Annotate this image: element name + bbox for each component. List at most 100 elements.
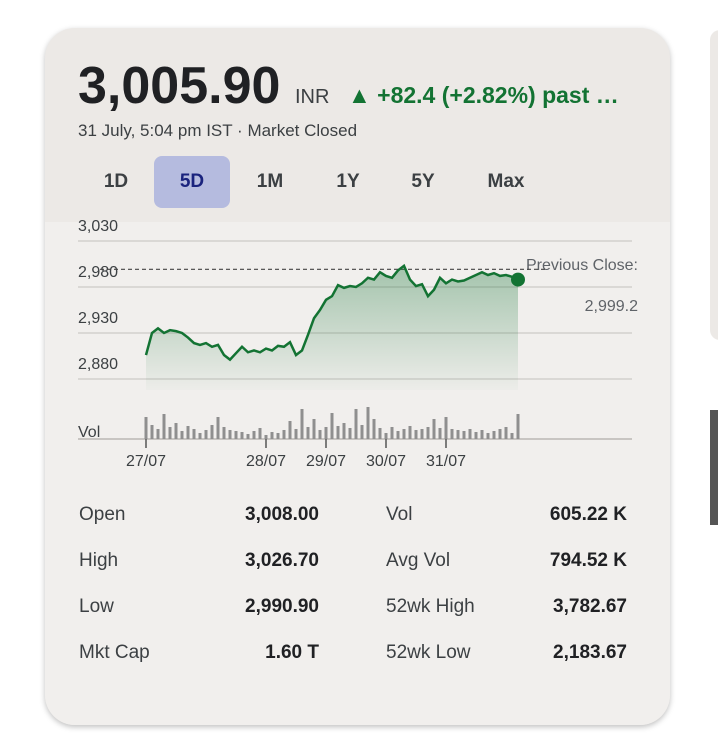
volume-bar bbox=[426, 427, 430, 439]
volume-bar bbox=[300, 409, 304, 439]
stat-label: High bbox=[79, 550, 119, 571]
volume-bar bbox=[282, 430, 286, 439]
volume-bar bbox=[318, 430, 322, 439]
volume-bar bbox=[420, 429, 424, 439]
chart: 3,030 2,980 2,930 2,880 Vol 27/07 28/07 29/07 30… bbox=[78, 218, 632, 470]
volume-bar bbox=[498, 429, 502, 439]
volume-bar bbox=[252, 431, 256, 439]
volume-bar bbox=[372, 419, 376, 439]
volume-label: Vol bbox=[78, 424, 100, 441]
volume-bar bbox=[162, 414, 166, 439]
volume-bar bbox=[360, 425, 364, 439]
volume-bar bbox=[312, 419, 316, 439]
tab[interactable]: 1M bbox=[256, 171, 284, 192]
tab[interactable]: 1D bbox=[103, 171, 129, 192]
volume-bar bbox=[480, 430, 484, 439]
timestamp: 31 July, 5:04 pm IST · Market Closed bbox=[78, 121, 358, 140]
reference-value: 2,999.2 bbox=[584, 298, 638, 315]
volume-bar bbox=[156, 429, 160, 439]
volume-bar bbox=[384, 433, 388, 439]
volume-bar bbox=[354, 409, 358, 439]
volume-bar bbox=[228, 430, 232, 439]
volume-bar bbox=[240, 432, 244, 439]
volume-bar bbox=[204, 430, 208, 439]
volume-bar bbox=[216, 417, 220, 439]
reference-label: Previous Close: bbox=[525, 257, 638, 274]
stat-label: 52wk High bbox=[386, 596, 475, 617]
y-tick-label: 3,030 bbox=[78, 218, 118, 235]
volume-bar bbox=[330, 413, 334, 439]
stat-value: 3,026.70 bbox=[245, 550, 319, 571]
stat-label: Open bbox=[79, 504, 126, 525]
stat-label: Vol bbox=[386, 504, 413, 525]
volume-bar bbox=[342, 423, 346, 439]
volume-bar bbox=[438, 428, 442, 439]
stat-label: Low bbox=[79, 596, 114, 617]
x-tick-label: 31/07 bbox=[426, 453, 466, 470]
volume-bar bbox=[414, 430, 418, 439]
volume-bar bbox=[180, 431, 184, 439]
currency: INR bbox=[295, 86, 330, 108]
x-tick-label: 28/07 bbox=[246, 453, 286, 470]
stat-value: 794.52 K bbox=[549, 550, 627, 571]
x-tick-label: 29/07 bbox=[306, 453, 346, 470]
volume-bar bbox=[336, 426, 340, 439]
volume-bar bbox=[390, 427, 394, 439]
volume-bar bbox=[174, 423, 178, 439]
volume-bar bbox=[432, 419, 436, 439]
price: 3,005.90 bbox=[78, 57, 281, 115]
volume-bar bbox=[288, 421, 292, 439]
stat-value: 1.60 T bbox=[265, 642, 319, 663]
stat-value: 2,990.90 bbox=[245, 596, 319, 617]
x-tick-label: 27/07 bbox=[126, 453, 166, 470]
volume-bar bbox=[294, 429, 298, 439]
volume-bar bbox=[324, 427, 328, 439]
side-card bbox=[710, 30, 718, 340]
volume-bar bbox=[306, 427, 310, 439]
stat-label: 52wk Low bbox=[386, 642, 471, 663]
volume-bar bbox=[348, 428, 352, 439]
volume-bar bbox=[444, 417, 448, 439]
volume-bar bbox=[510, 433, 514, 439]
y-tick-label: 2,880 bbox=[78, 356, 118, 373]
volume-bar bbox=[378, 428, 382, 439]
volume-bar bbox=[366, 407, 370, 439]
volume-bar bbox=[210, 425, 214, 439]
tab[interactable]: Max bbox=[487, 171, 525, 192]
price-area bbox=[146, 265, 518, 390]
tab[interactable]: 5Y bbox=[411, 171, 435, 192]
volume-bar bbox=[186, 426, 190, 439]
stat-label: Mkt Cap bbox=[79, 642, 150, 663]
volume-bar bbox=[402, 429, 406, 439]
volume-bar bbox=[408, 426, 412, 439]
volume-bar bbox=[492, 431, 496, 439]
volume-bar bbox=[456, 430, 460, 439]
tab[interactable]: 5D bbox=[154, 156, 230, 208]
volume-bar bbox=[192, 429, 196, 439]
volume-bar bbox=[198, 433, 202, 439]
stat-value: 3,782.67 bbox=[553, 596, 627, 617]
y-tick-label: 2,930 bbox=[78, 310, 118, 327]
volume-bar bbox=[270, 432, 274, 439]
volume-bar bbox=[516, 414, 520, 439]
stat-value: 3,008.00 bbox=[245, 504, 319, 525]
tab[interactable]: 1Y bbox=[336, 171, 360, 192]
last-point bbox=[511, 272, 525, 287]
volume-bar bbox=[144, 417, 148, 439]
volume-bar bbox=[222, 427, 226, 439]
stat-value: 2,183.67 bbox=[553, 642, 627, 663]
volume-bar bbox=[462, 431, 466, 439]
volume-bar bbox=[246, 434, 250, 439]
volume-bar bbox=[264, 435, 268, 439]
volume-bar bbox=[150, 425, 154, 439]
price-line bbox=[144, 263, 519, 362]
volume-bar bbox=[276, 433, 280, 439]
volume-bar bbox=[258, 428, 262, 439]
volume-bar bbox=[396, 431, 400, 439]
x-tick-label: 30/07 bbox=[366, 453, 406, 470]
volume-bar bbox=[468, 429, 472, 439]
volume-bar bbox=[486, 433, 490, 439]
price-change: ▲ +82.4 (+2.82%) past … bbox=[348, 82, 619, 108]
y-tick-label: 2,980 bbox=[78, 264, 118, 281]
